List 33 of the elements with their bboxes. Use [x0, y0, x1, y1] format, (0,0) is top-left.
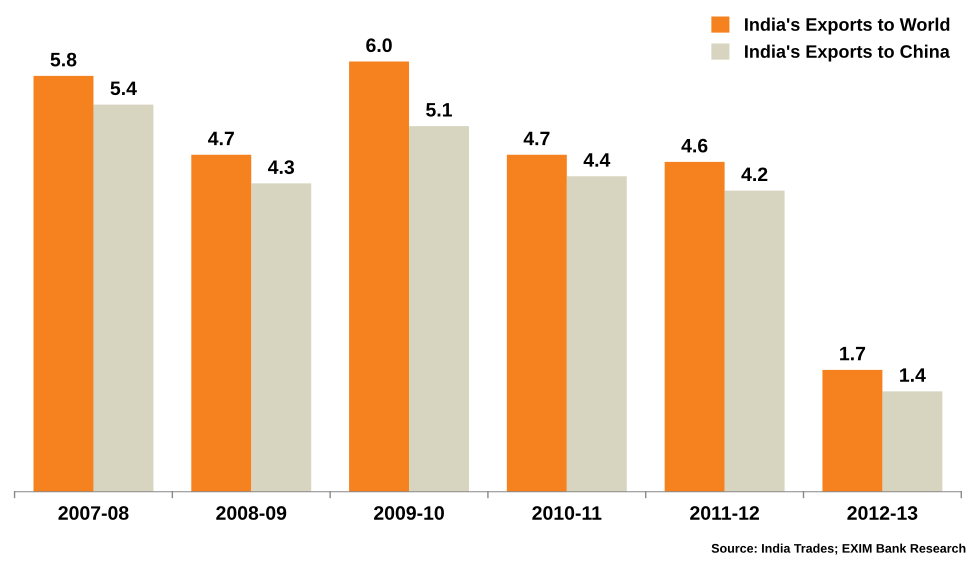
bar — [349, 62, 410, 492]
bar — [822, 370, 882, 492]
x-tick-label: 2010-11 — [532, 506, 602, 520]
bar — [506, 154, 567, 492]
data-label: 4.7 — [208, 132, 234, 146]
bar — [191, 154, 252, 492]
data-label: 6.0 — [366, 38, 392, 52]
x-tick-label: 2012-13 — [847, 506, 918, 520]
data-label: 4.2 — [741, 167, 768, 182]
source-note: Source: India Trades; EXIM Bank Research — [712, 544, 966, 555]
data-label: 1.7 — [840, 346, 866, 360]
bar — [34, 76, 94, 492]
bar — [724, 190, 785, 492]
bar — [409, 126, 469, 492]
x-tick-label: 2008-09 — [216, 506, 286, 520]
data-label: 5.8 — [50, 52, 76, 66]
x-tick-label: 2007-08 — [58, 506, 129, 520]
data-label: 4.3 — [268, 160, 294, 174]
legend-label: India's Exports to World — [745, 18, 950, 34]
bar — [882, 391, 942, 492]
data-label: 5.1 — [426, 103, 452, 117]
data-label: 1.4 — [900, 368, 926, 382]
bar — [664, 162, 725, 492]
data-label: 4.6 — [681, 138, 708, 153]
data-label: 5.4 — [110, 82, 137, 96]
bar — [251, 183, 312, 492]
bar — [93, 104, 154, 492]
data-label: 4.4 — [584, 153, 610, 167]
legend-label: India's Exports to China — [745, 44, 950, 62]
x-tick-label: 2011-12 — [690, 506, 759, 520]
x-tick-label: 2009-10 — [374, 506, 444, 520]
bar — [566, 176, 627, 492]
data-label: 4.7 — [524, 132, 550, 146]
